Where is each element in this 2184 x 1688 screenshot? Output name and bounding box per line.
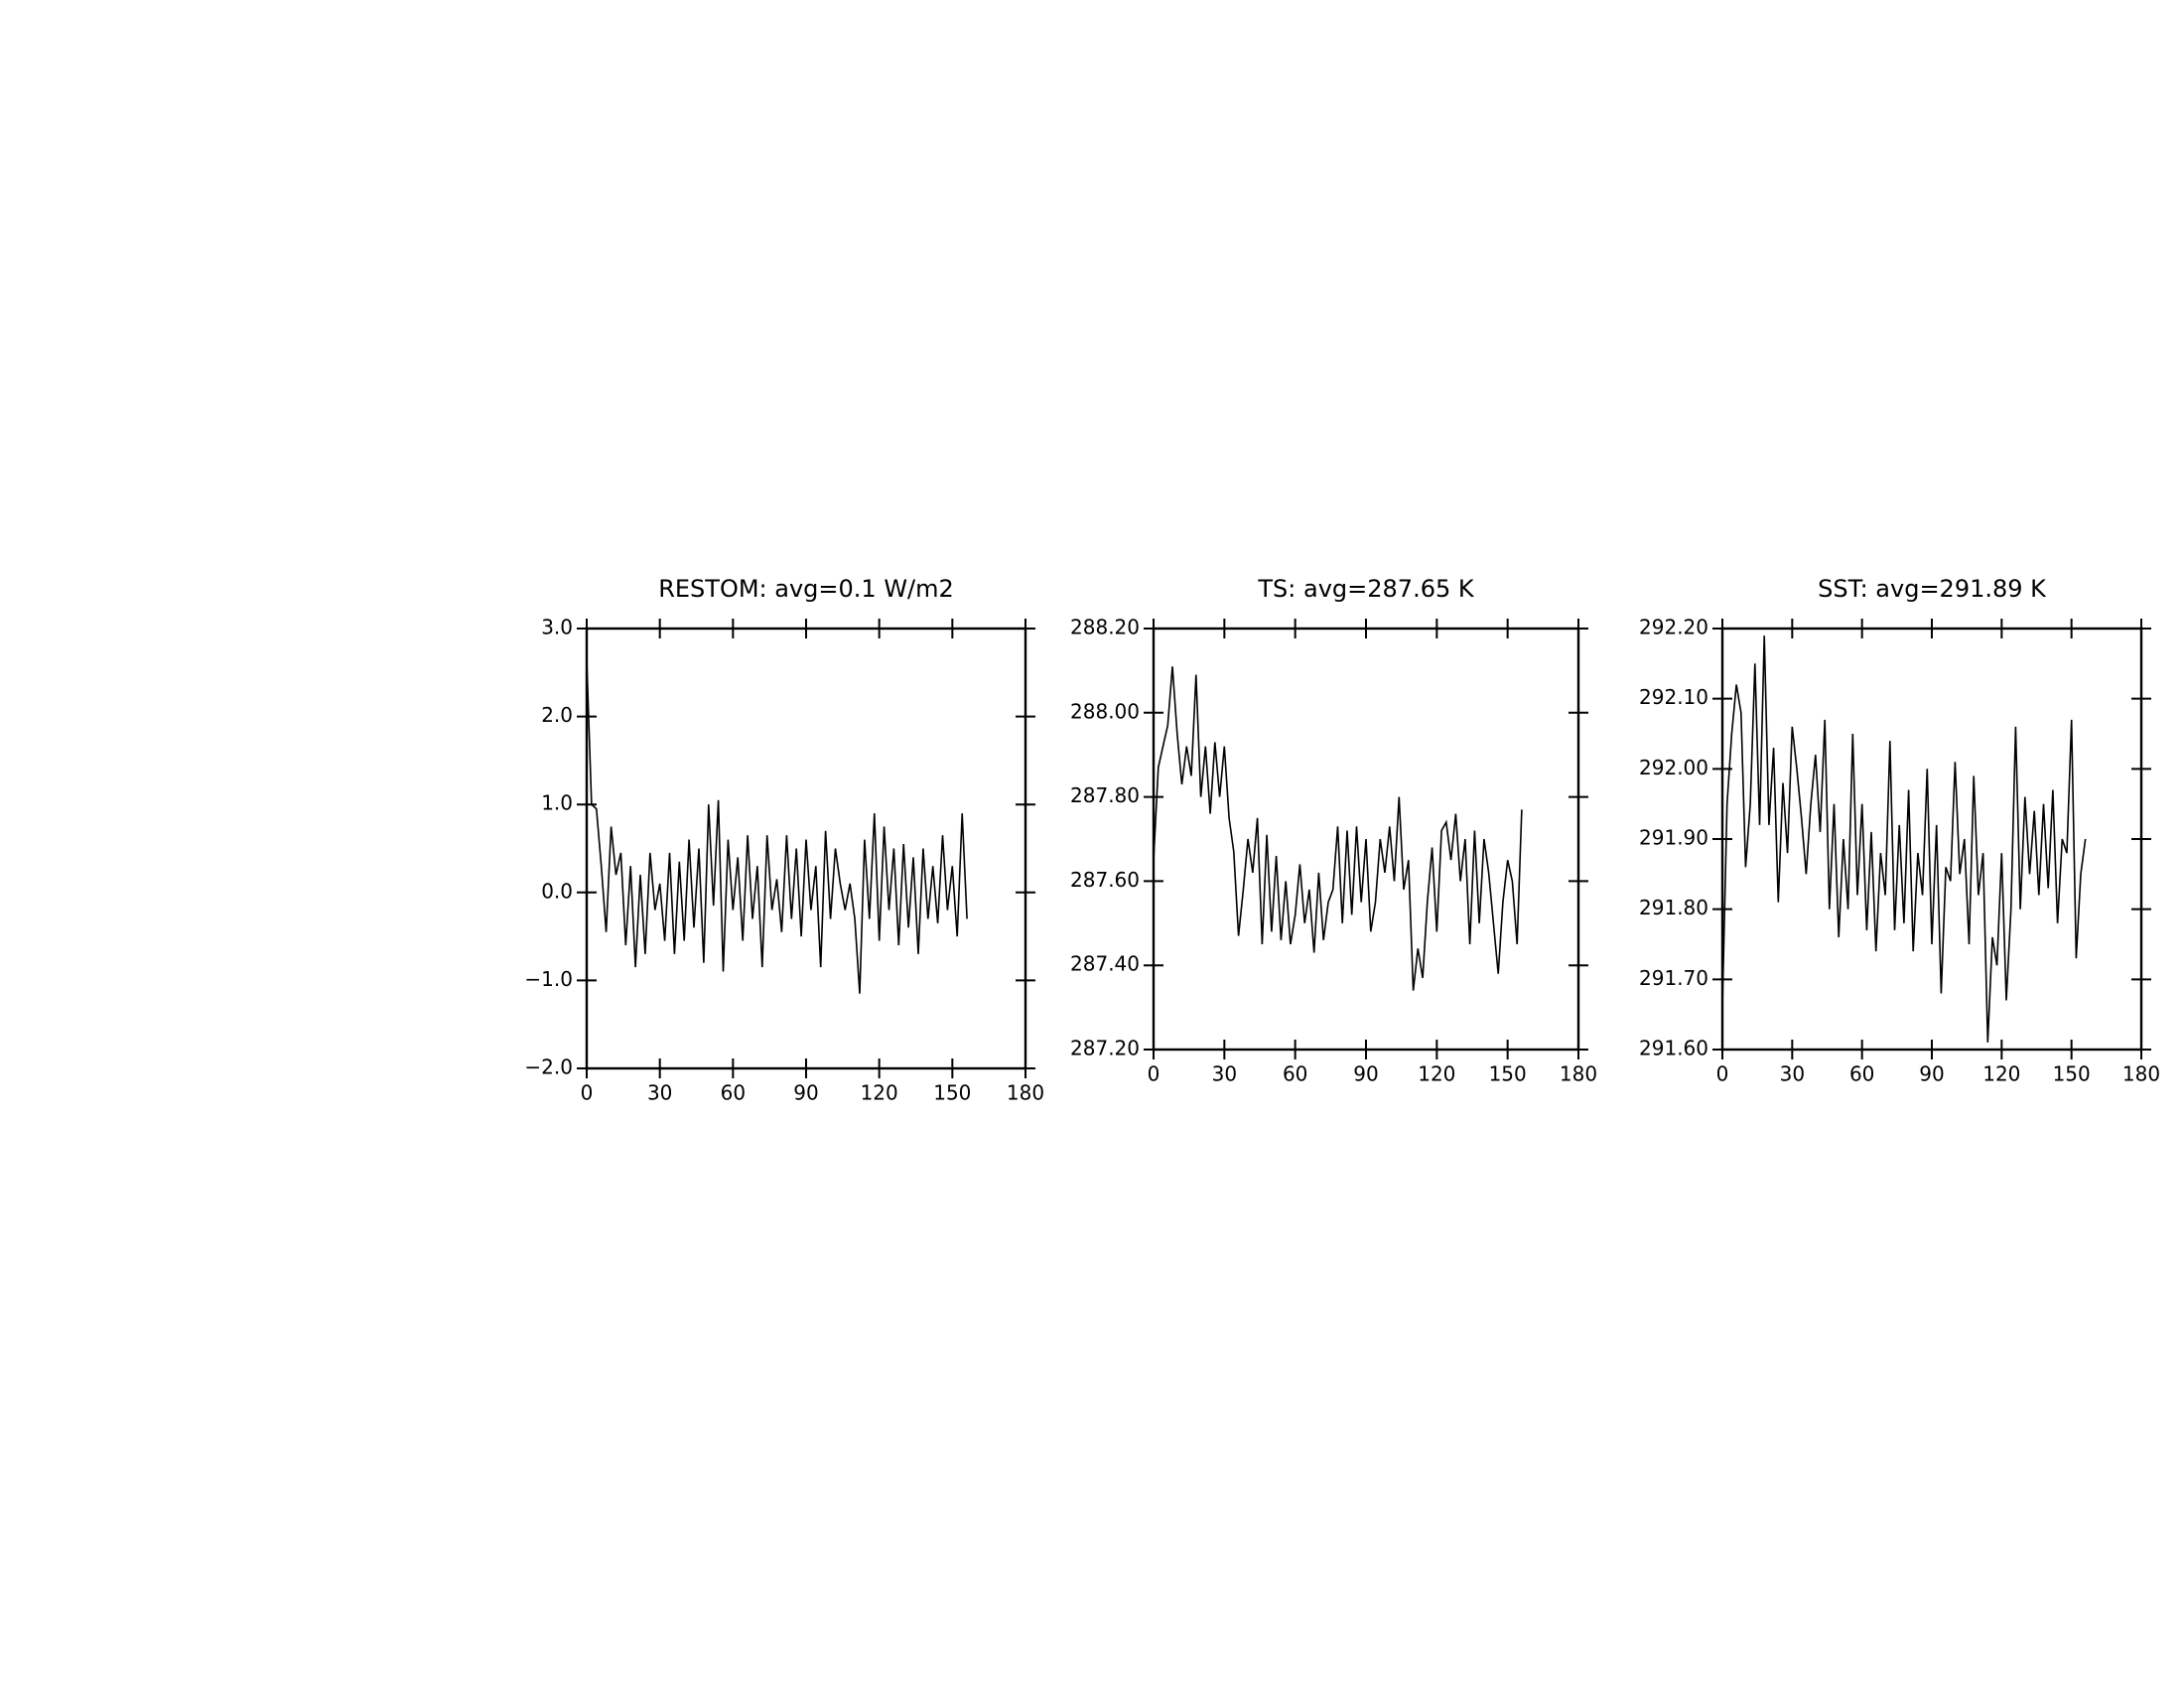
x-tick-label: 30 (647, 1081, 672, 1105)
x-tick-label: 180 (1007, 1081, 1044, 1105)
x-tick-label: 150 (933, 1081, 971, 1105)
x-tick-label: 90 (1919, 1062, 1944, 1086)
x-tick-label: 0 (1148, 1062, 1160, 1086)
x-tick-label: 180 (2122, 1062, 2160, 1086)
y-tick-label: 287.40 (1070, 952, 1140, 976)
x-tick-label: 30 (1212, 1062, 1237, 1086)
x-tick-label: 120 (1418, 1062, 1455, 1086)
y-tick-label: 288.00 (1070, 699, 1140, 723)
x-tick-label: 180 (1560, 1062, 1597, 1086)
chart-title: TS: avg=287.65 K (1257, 575, 1474, 603)
y-tick-label: 287.80 (1070, 783, 1140, 807)
data-line (1721, 635, 2087, 1043)
y-tick-label: 292.20 (1639, 616, 1708, 639)
y-tick-label: 288.20 (1070, 616, 1140, 639)
x-tick-label: 60 (721, 1081, 746, 1105)
y-tick-label: 287.60 (1070, 868, 1140, 892)
y-tick-label: 287.20 (1070, 1037, 1140, 1060)
plot-frame (1152, 627, 1580, 1052)
chart-title: RESTOM: avg=0.1 W/m2 (658, 575, 954, 603)
y-tick-label: 291.70 (1639, 966, 1708, 990)
y-tick-label: 1.0 (541, 791, 573, 815)
x-tick-label: 30 (1780, 1062, 1805, 1086)
x-tick-label: 60 (1849, 1062, 1874, 1086)
x-tick-label: 90 (1353, 1062, 1378, 1086)
y-tick-label: −1.0 (524, 967, 573, 991)
y-tick-label: −2.0 (524, 1055, 573, 1079)
y-tick-label: 3.0 (541, 616, 573, 639)
y-tick-label: 291.90 (1639, 826, 1708, 850)
y-tick-label: 292.10 (1639, 685, 1708, 709)
x-tick-label: 150 (1489, 1062, 1527, 1086)
x-tick-label: 150 (2053, 1062, 2091, 1086)
x-tick-label: 60 (1283, 1062, 1307, 1086)
y-tick-label: 291.60 (1639, 1037, 1708, 1060)
x-tick-label: 120 (861, 1081, 898, 1105)
data-line (1153, 666, 1523, 991)
y-tick-label: 291.80 (1639, 896, 1708, 919)
x-tick-label: 0 (1716, 1062, 1729, 1086)
x-tick-label: 0 (581, 1081, 594, 1105)
y-tick-label: 2.0 (541, 703, 573, 727)
y-tick-label: 0.0 (541, 879, 573, 903)
y-tick-label: 292.00 (1639, 756, 1708, 779)
x-tick-label: 120 (1982, 1062, 2020, 1086)
x-tick-label: 90 (793, 1081, 818, 1105)
data-line (586, 658, 968, 994)
plot-frame (585, 627, 1027, 1070)
chart-title: SST: avg=291.89 K (1818, 575, 2047, 603)
plot-frame (1720, 627, 2143, 1052)
